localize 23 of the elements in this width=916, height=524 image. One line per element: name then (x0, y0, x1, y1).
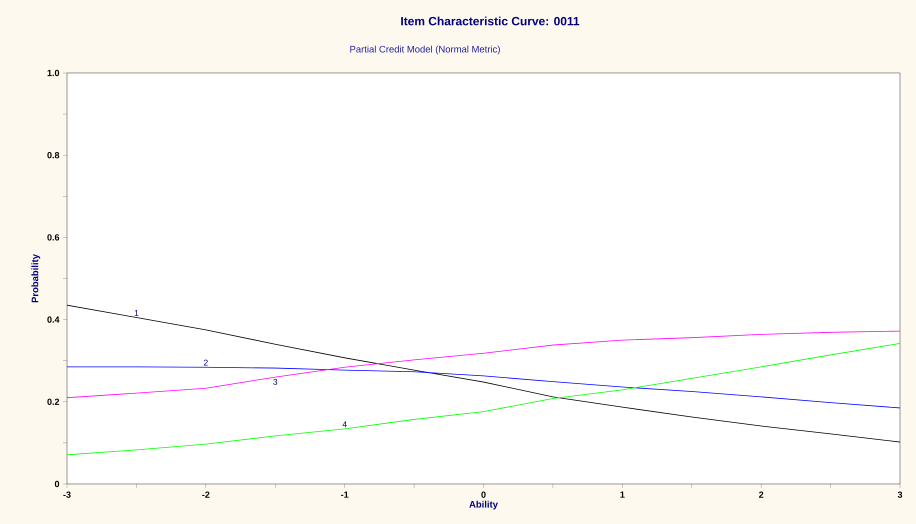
y-tick-label: 0.4 (47, 316, 60, 323)
y-tick-label: 0.8 (47, 152, 60, 158)
series-label: 4 (342, 421, 347, 428)
y-axis-title: Probability (31, 254, 40, 302)
series-label: 2 (204, 360, 208, 366)
x-tick-label: -2 (202, 492, 210, 498)
line-series (67, 366, 900, 408)
x-tick-label: 3 (898, 492, 902, 498)
chart-title: Item Characteristic Curve: 0011 (401, 16, 580, 26)
x-tick-label: 0 (481, 492, 486, 498)
y-tick-label: 0.2 (47, 398, 60, 405)
x-tick-label: 1 (620, 492, 625, 498)
chart-subtitle: Partial Credit Model (Normal Metric) (350, 46, 500, 54)
x-axis-title: Ability (469, 500, 498, 510)
y-tick-label: 0 (54, 480, 60, 488)
x-tick-label: -3 (63, 492, 71, 498)
series-label: 3 (273, 378, 278, 385)
x-tick-label: 2 (758, 492, 764, 498)
y-tick-label: 1.0 (48, 70, 60, 76)
x-tick-label: -1 (341, 492, 348, 498)
line-series (67, 330, 900, 398)
series-label: 1 (134, 310, 138, 316)
y-tick-label: 0.6 (47, 234, 60, 241)
